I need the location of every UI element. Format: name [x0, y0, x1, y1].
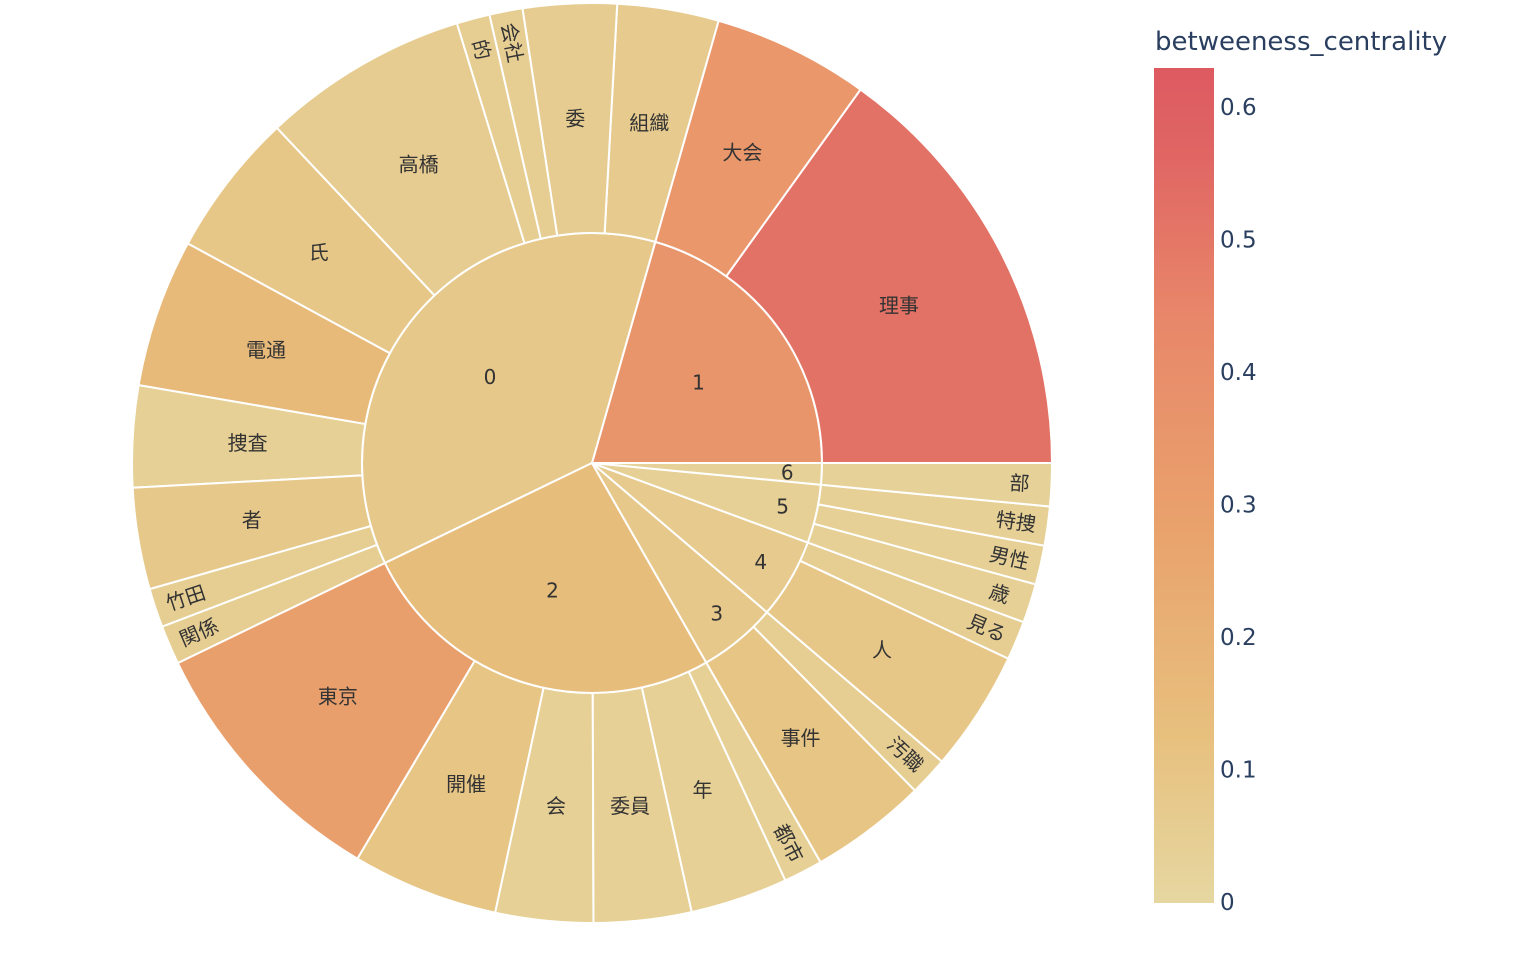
colorbar-ticks: 0 0.1 0.2 0.3 0.4 0.5 0.6 — [1220, 95, 1257, 916]
outer-label-3: 委 — [565, 106, 585, 130]
outer-label-21: 人 — [872, 638, 892, 662]
inner-label-4: 4 — [754, 550, 767, 574]
outer-label-9: 捜査 — [228, 431, 268, 455]
outer-label-6: 高橋 — [399, 153, 439, 177]
inner-label-1: 1 — [692, 371, 705, 395]
colorbar: betweeness_centrality 0 0.1 0.2 0.3 0.4 0.5 0.… — [1154, 27, 1447, 916]
outer-segment-0-0[interactable] — [724, 88, 1054, 464]
outer-label-1: 大会 — [722, 141, 762, 165]
outer-label-0: 理事 — [879, 294, 919, 318]
outer-label-2: 組織 — [629, 111, 669, 135]
colorbar-tick-label: 0.2 — [1220, 625, 1257, 651]
colorbar-tick-label: 0.5 — [1220, 227, 1257, 253]
outer-label-17: 年 — [693, 778, 713, 802]
outer-segment-6-0[interactable] — [819, 462, 1054, 508]
colorbar-tick-label: 0.6 — [1220, 95, 1257, 121]
colorbar-tick-label: 0.1 — [1220, 757, 1257, 783]
outer-label-14: 開催 — [446, 772, 486, 796]
colorbar-title: betweeness_centrality — [1155, 27, 1447, 57]
inner-label-2: 2 — [546, 578, 559, 602]
colorbar-tick-label: 0 — [1220, 890, 1235, 916]
colorbar-tick-label: 0.3 — [1220, 492, 1257, 518]
colorbar-tick-label: 0.4 — [1220, 360, 1257, 386]
inner-label-6: 6 — [781, 460, 794, 484]
outer-label-8: 電通 — [246, 338, 286, 362]
outer-label-25: 特捜 — [994, 507, 1037, 536]
inner-label-5: 5 — [776, 494, 789, 518]
outer-label-7: 氏 — [309, 240, 329, 264]
outer-label-26: 部 — [1009, 471, 1030, 496]
outer-label-15: 会 — [546, 794, 566, 818]
colorbar-gradient — [1154, 68, 1214, 903]
inner-label-0: 0 — [484, 365, 497, 389]
inner-label-3: 3 — [710, 601, 723, 625]
outer-label-19: 事件 — [781, 726, 821, 750]
outer-label-13: 東京 — [318, 684, 358, 708]
outer-label-16: 委員 — [610, 794, 650, 818]
outer-label-10: 者 — [242, 508, 262, 532]
